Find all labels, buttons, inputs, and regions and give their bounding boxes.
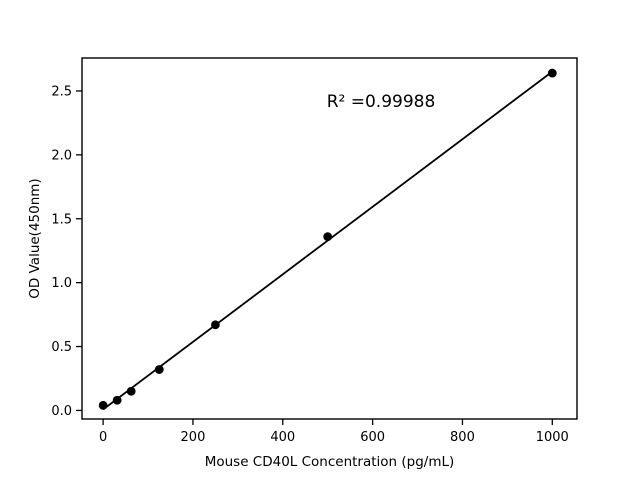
x-tick-label: 400 bbox=[270, 430, 295, 445]
x-tick-label: 0 bbox=[99, 430, 107, 445]
y-axis-label: OD Value(450nm) bbox=[27, 178, 43, 298]
plot-area: 0 200 400 600 800 1000 0.0 0.5 1.0 1.5 2.0 2.5 bbox=[51, 57, 578, 445]
x-tick-label: 600 bbox=[360, 430, 385, 445]
data-point bbox=[98, 400, 108, 410]
data-point bbox=[154, 365, 164, 374]
y-tick-label: 1.5 bbox=[51, 212, 72, 227]
y-tick-label: 2.0 bbox=[51, 148, 72, 163]
data-point bbox=[211, 320, 220, 330]
data-point bbox=[547, 68, 557, 78]
x-axis-label: Mouse CD40L Concentration (pg/mL) bbox=[205, 454, 455, 470]
data-point bbox=[126, 386, 136, 396]
x-tick-label: 1000 bbox=[536, 430, 569, 445]
x-tick-label: 200 bbox=[181, 430, 206, 445]
r-squared-annotation: R² =0.99988 bbox=[327, 92, 436, 112]
y-tick-label: 1.0 bbox=[51, 276, 72, 291]
plot-border bbox=[81, 57, 578, 420]
y-tick-label: 0.5 bbox=[51, 340, 72, 355]
x-tick-label: 800 bbox=[450, 430, 475, 445]
y-tick-label: 2.5 bbox=[51, 84, 72, 99]
data-point bbox=[112, 395, 122, 405]
y-tick-label: 0.0 bbox=[51, 404, 72, 419]
data-point bbox=[323, 232, 333, 242]
